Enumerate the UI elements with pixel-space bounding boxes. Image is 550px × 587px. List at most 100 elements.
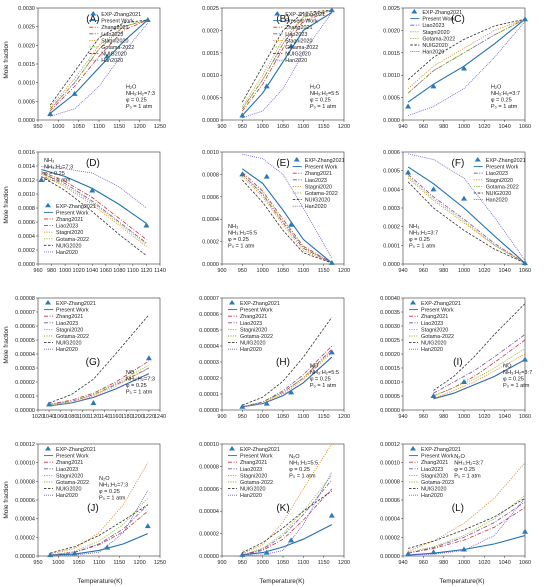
legend-entry: Han2020 <box>56 493 78 499</box>
x-tick-label: 1050 <box>277 414 289 420</box>
panel-label: (D) <box>86 158 100 169</box>
x-tick-label: 1100 <box>297 560 309 566</box>
x-tick-label: 1100 <box>76 414 88 420</box>
legend-entry: NUIG2020 <box>421 487 446 493</box>
legend-entry: Han2020 <box>240 493 262 499</box>
panel-b: 900 950 1000 1050 1100 1150 1200 0.0000 0.0005 0.… <box>202 6 350 130</box>
legend-entry: NUIG2020 <box>285 52 310 58</box>
series-line-gotama-2022 <box>242 475 333 556</box>
legend-entry: Han2020 <box>285 58 307 64</box>
legend-entry: Gotama-2022 <box>56 334 89 340</box>
series-line-present work <box>241 168 333 264</box>
legend-marker <box>410 446 416 451</box>
y-tick-label: 0.0003 <box>383 206 400 212</box>
x-tick-label: 1020 <box>478 414 490 420</box>
series-line-stagni2020 <box>407 462 525 552</box>
annotation-line: P₀ = 1 atm <box>310 383 337 389</box>
x-tick-label: 1050 <box>277 268 289 274</box>
legend-marker <box>45 446 51 451</box>
annotation-line: φ = 0.25 <box>228 237 249 243</box>
series-line-zhang2021 <box>49 360 150 405</box>
x-tick-label: 1080 <box>65 414 77 420</box>
y-tick-label: 0.00002 <box>15 535 35 541</box>
legend-entry: Liao2023 <box>101 32 123 38</box>
y-tick-label: 0.00005 <box>15 338 35 344</box>
legend-entry: Zhang2021 <box>56 217 83 223</box>
legend-entry: Zhang2021 <box>421 460 448 466</box>
exp-data-point <box>522 356 528 362</box>
exp-data-point <box>461 379 467 384</box>
series-line-han2020 <box>242 153 333 259</box>
y-tick-label: 0.0004 <box>18 234 35 240</box>
x-tick-label: 1220 <box>143 414 155 420</box>
panel-e: 900 950 1000 1050 1100 1150 1200 0.0000 0.0002 0.… <box>202 150 350 274</box>
y-tick-label: 0.00012 <box>380 442 400 448</box>
legend-entry: Han2020 <box>421 493 443 499</box>
legend-entry: Liao2023 <box>422 23 444 29</box>
exp-data-point <box>47 111 54 117</box>
legend-entry: Liao2023 <box>421 321 443 327</box>
x-tick-label: 1040 <box>499 414 511 420</box>
x-tick-label: 1020 <box>478 268 490 274</box>
exp-data-point <box>461 195 467 201</box>
series-line-stagni2020 <box>242 176 332 264</box>
y-tick-label: 0.0010 <box>383 73 400 79</box>
exp-data-point <box>405 103 412 109</box>
y-tick-label: 0.0020 <box>383 28 400 34</box>
annotation-line: NH₃ <box>409 224 419 230</box>
y-tick-label: 0.00008 <box>380 479 400 485</box>
legend-marker <box>274 11 281 16</box>
series-line-present work <box>408 534 525 556</box>
series-line-liao2023 <box>407 174 525 264</box>
legend-entry: Gotama-2022 <box>240 480 273 486</box>
x-tick-label: 1040 <box>86 268 98 274</box>
x-tick-label: 940 <box>398 414 407 420</box>
legend-entry: Zhang2021 <box>240 460 267 466</box>
panel-label: (F) <box>452 158 465 169</box>
legend-entry: Present Work <box>305 165 338 171</box>
exp-data-point <box>328 7 335 13</box>
y-tick-label: 0.00000 <box>15 408 35 414</box>
annotation-line: P₀ = 1 atm <box>228 244 255 250</box>
x-tick-label: 1200 <box>338 414 350 420</box>
annotation-line: P₀ = 1 atm <box>310 104 337 110</box>
legend-entry: Liao2023 <box>240 467 262 473</box>
x-tick-label: 1250 <box>154 560 166 566</box>
x-tick-label: 1100 <box>127 268 139 274</box>
annotation-line: NH₃:H₂=3:7 <box>491 91 520 97</box>
x-tick-label: 1020 <box>32 414 44 420</box>
legend-entry: NUIG2020 <box>422 43 447 49</box>
x-tick-label: 1160 <box>110 414 122 420</box>
x-tick-label: 1200 <box>134 124 146 130</box>
x-tick-label: 940 <box>398 124 407 130</box>
x-tick-label: 1180 <box>121 414 133 420</box>
y-tick-label: 0.0008 <box>202 172 219 178</box>
series-line-han2020 <box>242 356 333 408</box>
y-tick-label: 0.00002 <box>380 535 400 541</box>
legend-entry: EXP-Zhang2021 <box>240 447 280 453</box>
annotation-line: P₀ = 1 atm <box>289 474 316 480</box>
x-tick-label: 1120 <box>141 268 153 274</box>
y-axis-label-top: Mole fraction <box>3 41 10 79</box>
annotation-line: P₀ = 1 atm <box>126 104 153 110</box>
y-tick-label: 0.00008 <box>15 296 35 302</box>
legend-entry: Present Work <box>56 308 89 314</box>
legend-marker <box>90 11 97 16</box>
series-line-gotama-2022 <box>241 9 332 110</box>
y-tick-label: 0.0005 <box>383 96 400 102</box>
annotation-line: NH₃:H₂=3:7 <box>409 231 438 237</box>
x-tick-label: 1100 <box>297 414 309 420</box>
x-tick-label: 900 <box>217 124 226 130</box>
exp-data-point <box>328 349 335 355</box>
legend-entry: Liao2023 <box>421 467 443 473</box>
annotation-line: φ = 0.25 <box>126 383 147 389</box>
legend-entry: Present Work <box>56 454 89 460</box>
panel-l: 940 960 980 1000 1020 1040 1060 0.00000 0.00002 0… <box>380 442 531 566</box>
exp-data-point <box>239 403 246 409</box>
legend-entry: EXP-Zhang2021 <box>486 158 526 164</box>
